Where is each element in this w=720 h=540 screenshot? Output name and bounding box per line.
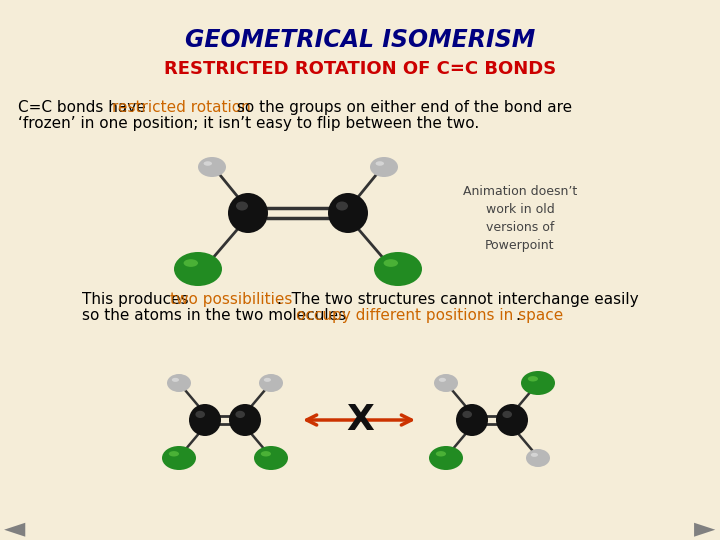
Ellipse shape	[259, 374, 283, 392]
Ellipse shape	[261, 451, 271, 456]
Ellipse shape	[184, 259, 198, 267]
Text: two possibilities: two possibilities	[170, 292, 292, 307]
Ellipse shape	[236, 201, 248, 211]
Ellipse shape	[172, 378, 179, 382]
Ellipse shape	[370, 157, 398, 177]
Ellipse shape	[328, 193, 368, 233]
Text: X: X	[346, 403, 374, 437]
Ellipse shape	[438, 378, 446, 382]
Ellipse shape	[336, 201, 348, 211]
Text: so the groups on either end of the bond are: so the groups on either end of the bond …	[232, 100, 572, 115]
Text: C=C bonds have: C=C bonds have	[18, 100, 150, 115]
Ellipse shape	[434, 374, 458, 392]
Ellipse shape	[496, 404, 528, 436]
Ellipse shape	[376, 161, 384, 166]
Text: so the atoms in the two molecules: so the atoms in the two molecules	[82, 308, 351, 323]
Text: .  The two structures cannot interchange easily: . The two structures cannot interchange …	[276, 292, 639, 307]
Ellipse shape	[531, 453, 538, 457]
Ellipse shape	[462, 411, 472, 418]
Ellipse shape	[168, 451, 179, 456]
Text: .: .	[516, 308, 520, 323]
Ellipse shape	[235, 411, 245, 418]
Ellipse shape	[521, 371, 555, 395]
Ellipse shape	[228, 193, 268, 233]
Text: This produces: This produces	[82, 292, 194, 307]
Ellipse shape	[254, 446, 288, 470]
Ellipse shape	[503, 411, 512, 418]
Text: restricted rotation: restricted rotation	[112, 100, 251, 115]
Ellipse shape	[436, 451, 446, 456]
Ellipse shape	[526, 449, 550, 467]
Ellipse shape	[174, 252, 222, 286]
Ellipse shape	[189, 404, 221, 436]
Text: ◄: ◄	[4, 514, 26, 540]
Text: ‘frozen’ in one position; it isn’t easy to flip between the two.: ‘frozen’ in one position; it isn’t easy …	[18, 116, 480, 131]
Ellipse shape	[229, 404, 261, 436]
Ellipse shape	[264, 378, 271, 382]
Text: GEOMETRICAL ISOMERISM: GEOMETRICAL ISOMERISM	[185, 28, 535, 52]
Text: Animation doesn’t
work in old
versions of
Powerpoint: Animation doesn’t work in old versions o…	[463, 185, 577, 252]
Text: RESTRICTED ROTATION OF C=C BONDS: RESTRICTED ROTATION OF C=C BONDS	[164, 60, 556, 78]
Ellipse shape	[456, 404, 488, 436]
Ellipse shape	[198, 157, 226, 177]
Ellipse shape	[204, 161, 212, 166]
Ellipse shape	[195, 411, 205, 418]
Text: ►: ►	[694, 514, 716, 540]
Text: occupy different positions in space: occupy different positions in space	[295, 308, 563, 323]
Ellipse shape	[384, 259, 398, 267]
Ellipse shape	[374, 252, 422, 286]
Ellipse shape	[429, 446, 463, 470]
Ellipse shape	[528, 376, 538, 381]
Ellipse shape	[162, 446, 196, 470]
Ellipse shape	[167, 374, 191, 392]
